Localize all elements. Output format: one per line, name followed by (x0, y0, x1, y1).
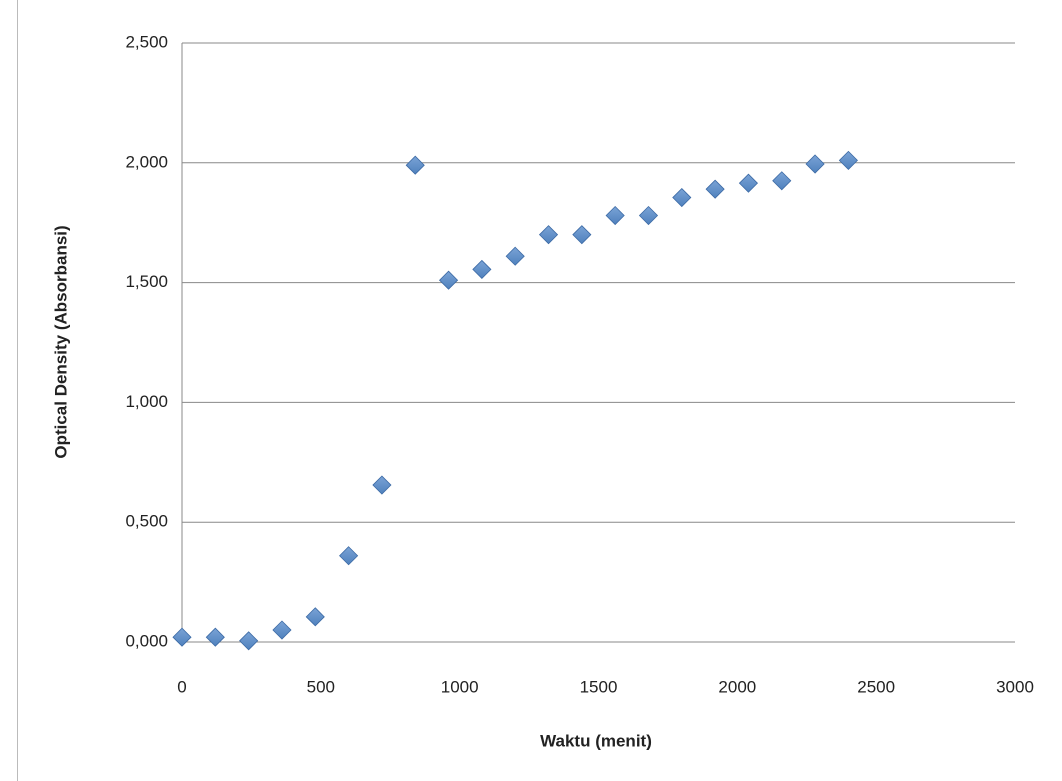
data-point (206, 628, 224, 646)
data-point (240, 632, 258, 650)
data-point (473, 260, 491, 278)
data-point (806, 155, 824, 173)
data-point (540, 226, 558, 244)
data-point (440, 271, 458, 289)
x-axis-title: Waktu (menit) (540, 731, 652, 750)
x-tick-label: 1000 (441, 677, 479, 696)
data-point (406, 156, 424, 174)
data-point (573, 226, 591, 244)
data-point (706, 180, 724, 198)
page: {"chart_data": {"type": "scatter", "x_la… (0, 0, 1062, 781)
data-point (673, 189, 691, 207)
x-tick-label: 2500 (857, 677, 895, 696)
y-tick-label: 0,500 (125, 512, 168, 531)
x-tick-label: 500 (307, 677, 335, 696)
y-tick-label: 2,000 (125, 152, 168, 171)
x-tick-label: 2000 (718, 677, 756, 696)
data-point (306, 608, 324, 626)
data-point (173, 628, 191, 646)
x-tick-label: 1500 (580, 677, 618, 696)
data-point (773, 172, 791, 190)
x-tick-label: 3000 (996, 677, 1034, 696)
data-point (839, 151, 857, 169)
y-tick-label: 1,500 (125, 272, 168, 291)
chart: Waktu (menit) Optical Density (Absorbans… (0, 0, 1062, 781)
data-point (273, 621, 291, 639)
data-point (639, 207, 657, 225)
data-point (606, 207, 624, 225)
y-tick-label: 1,000 (125, 392, 168, 411)
y-axis-title: Optical Density (Absorbansi) (51, 225, 70, 458)
y-tick-label: 2,500 (125, 32, 168, 51)
y-tick-label: 0,000 (125, 631, 168, 650)
data-point (340, 547, 358, 565)
data-point (373, 476, 391, 494)
x-tick-label: 0 (177, 677, 186, 696)
data-point (739, 174, 757, 192)
data-point (506, 247, 524, 265)
